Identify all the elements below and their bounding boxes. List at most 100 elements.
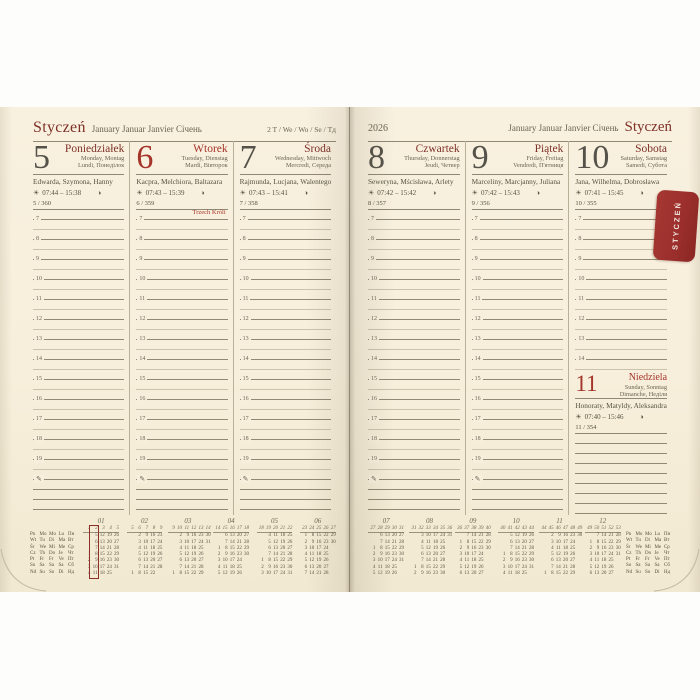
week-number: 12	[191, 526, 197, 531]
day-name-block: Piątek Friday, Freitag Vendredi, П'ятниця	[513, 143, 563, 169]
date-cell: 8	[95, 552, 98, 558]
date-cell: 15	[425, 564, 431, 570]
date-row: 7 14 21 28	[257, 552, 293, 558]
mini-month-grid: 40 41 42 43 44 5 12 19 26 6 13 20 27 7 14 21 28 1 8 15 22 29 2…	[498, 526, 535, 577]
date-cell: 1	[459, 539, 463, 545]
date-row: 2 9 16 23 30	[539, 533, 582, 539]
date-cell: 17	[273, 571, 279, 577]
name-day-row: Edwarda, Szymona, Hanny	[33, 177, 113, 186]
hour-label: 12	[240, 315, 251, 323]
weekday-label-row: Pn Mo Mo Lu Пн	[30, 532, 78, 538]
date-cell: 29	[529, 552, 535, 558]
hour-label: 13	[369, 335, 379, 343]
date-row: 6 13 20 27	[539, 558, 582, 564]
weekday-abbr: Me	[58, 544, 66, 550]
date-row: 1 8 15 22 29	[168, 571, 211, 577]
date-cell: 8	[311, 533, 315, 539]
date-cell: 19	[521, 533, 527, 539]
weekday-abbr: Fr	[49, 557, 54, 563]
week-number-row: 9 10 11 12 13 14	[167, 526, 211, 534]
extra-line	[368, 480, 460, 490]
moon-icon: ◑	[535, 189, 541, 197]
date-cell: 9	[225, 552, 228, 558]
day-name-fr-ua: Jeudi, Четвер	[424, 162, 460, 170]
date-row: 3 10 17 24 31	[257, 571, 293, 577]
mini-month-header: 01	[97, 517, 105, 525]
weekday-abbr: Tu	[39, 538, 45, 544]
hour-label: 16	[472, 395, 483, 403]
date-row: 3 10 17 24	[213, 558, 249, 564]
date-cell: 5	[372, 571, 376, 577]
hour-line: 10	[239, 270, 331, 283]
date-cell: 3	[304, 545, 308, 551]
date-cell: 7	[466, 533, 470, 539]
date-cell: 3	[589, 552, 593, 558]
date-cell: 13	[555, 558, 561, 564]
date-cell: 1	[589, 539, 593, 545]
date-cell: 29	[244, 545, 250, 551]
hour-line: 19	[136, 450, 228, 463]
day-name-en-de: Friday, Freitag	[526, 155, 564, 162]
date-cell: 8	[179, 571, 182, 577]
weekday-abbr: Ср	[68, 544, 74, 550]
date-row: 1 8 15 22 29	[368, 546, 404, 552]
day-number: 8	[368, 139, 385, 176]
date-cell: 21	[316, 571, 322, 577]
weekday-abbr: Mo	[644, 532, 652, 537]
date-row: 6 13 20 27	[585, 571, 621, 577]
date-cell: 15	[471, 539, 477, 545]
date-cell: 24	[198, 539, 204, 545]
extra-line	[471, 490, 564, 500]
date-cell: 31	[615, 552, 621, 558]
schedule-grid: 7 8 9 10 11 12 13 14 15 16 17 18 19 ✎	[33, 210, 125, 510]
date-cell: 27	[440, 552, 446, 558]
hour-label: 18	[34, 435, 44, 443]
date-row: 2 9 16 23 30	[168, 533, 211, 539]
week-number: 40	[500, 526, 506, 531]
date-cell: 5	[304, 558, 308, 564]
week-number: 3	[102, 526, 105, 531]
half-hour-line	[33, 400, 125, 410]
date-cell	[445, 571, 452, 577]
hour-label: 19	[137, 455, 148, 463]
date-row: 1 8 15 22 29	[409, 565, 452, 571]
hour-label: 12	[472, 315, 483, 323]
hour-line: 13	[33, 330, 125, 343]
date-cell: 16	[425, 571, 431, 577]
date-cell	[527, 571, 534, 577]
date-cell: 19	[150, 552, 156, 558]
hour-label: 19	[240, 455, 251, 463]
half-hour-line	[239, 440, 331, 450]
week-number: 28	[377, 526, 383, 531]
date-cell: 26	[236, 571, 242, 577]
half-hour-line	[136, 260, 228, 270]
date-cell: 27	[198, 558, 204, 564]
day-number: 6	[136, 139, 154, 176]
date-cell: 6	[421, 552, 424, 558]
date-row: 7 14 21 28	[498, 546, 534, 552]
date-row: 5 12 19 26	[83, 533, 119, 539]
date-cell: 14	[184, 564, 190, 570]
date-cell: 2	[413, 571, 417, 577]
week-number: 8	[152, 526, 156, 531]
hour-label: 10	[369, 275, 379, 283]
half-hour-line	[239, 360, 331, 370]
week-number: 34	[432, 526, 438, 531]
month-register-tab: STYCZEŃ	[652, 189, 700, 263]
week-number-row: 27 28 29 30 31	[368, 526, 405, 534]
date-cell: 22	[236, 545, 242, 551]
date-cell: 13	[464, 571, 470, 577]
pencil-icon: ✎	[240, 475, 251, 483]
week-number: 7	[145, 526, 149, 531]
date-cell: 10	[143, 539, 149, 545]
hour-line: 7	[239, 210, 331, 223]
day-of-year: 9 / 356	[471, 200, 490, 207]
hour-label: 9	[34, 255, 41, 263]
hour-label: 12	[369, 315, 379, 323]
date-cell: 1	[372, 545, 376, 551]
sun-icon: ☀	[239, 189, 246, 197]
mini-month-header: 03	[184, 517, 192, 525]
date-cell: 23	[157, 533, 163, 539]
weekday-abbr: Пн	[68, 532, 75, 537]
date-cell: 22	[478, 539, 484, 545]
